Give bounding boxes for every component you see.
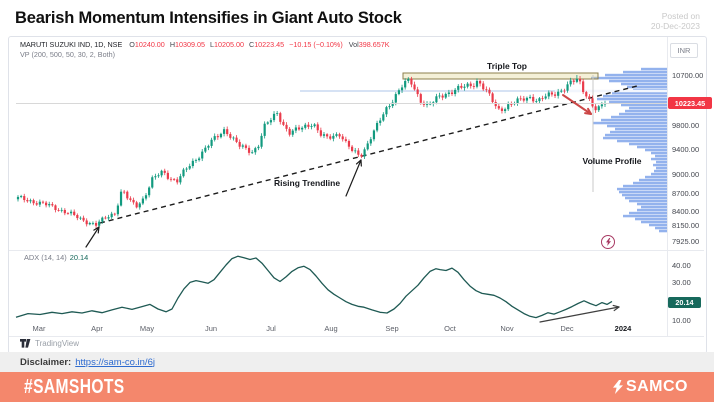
adx-axis-label: 30.00 bbox=[672, 277, 691, 287]
price-axis-label: 9000.00 bbox=[672, 169, 700, 179]
close-value: 10223.45 bbox=[254, 40, 285, 49]
time-axis-label: Aug bbox=[324, 324, 338, 333]
low-label: L bbox=[210, 40, 214, 49]
volume-profile-label: Volume Profile bbox=[582, 156, 642, 166]
close-label: C bbox=[248, 40, 255, 49]
tradingview-logo-icon bbox=[20, 339, 31, 348]
adx-label: ADX (14, 14) bbox=[24, 253, 67, 262]
time-axis-label: May bbox=[139, 324, 155, 333]
open-value: 10240.00 bbox=[134, 40, 165, 49]
triple-top-label: Triple Top bbox=[487, 61, 527, 71]
time-axis-label: Sep bbox=[385, 324, 399, 333]
samco-logo: SAMCO bbox=[612, 378, 688, 396]
time-axis-label: Apr bbox=[91, 324, 103, 333]
volume-label: Vol bbox=[348, 40, 359, 49]
high-label: H bbox=[169, 40, 176, 49]
symbol-info-bar[interactable]: MARUTI SUZUKI IND, 1D, NSE O10240.00 H10… bbox=[20, 40, 390, 49]
last-price-badge: 10223.45 bbox=[668, 97, 712, 109]
samshots-hashtag: #SAMSHOTS bbox=[24, 375, 125, 398]
price-axis-label: 10700.00 bbox=[672, 70, 704, 80]
boost-icon[interactable] bbox=[601, 235, 615, 249]
time-axis-label: Dec bbox=[560, 324, 574, 333]
chart-widget bbox=[8, 36, 707, 354]
brand-bar: #SAMSHOTS SAMCO bbox=[0, 372, 714, 402]
time-axis-label: Nov bbox=[500, 324, 514, 333]
posted-on-line2: 20-Dec-2023 bbox=[650, 21, 700, 31]
price-axis-divider bbox=[667, 37, 668, 336]
volume-value: 398.657K bbox=[358, 40, 390, 49]
price-axis-label: 8400.00 bbox=[672, 206, 700, 216]
tradingview-attribution[interactable]: TradingView bbox=[20, 339, 79, 348]
change-value: −10.15 (−0.10%) bbox=[289, 40, 343, 49]
adx-axis-label: 10.00 bbox=[672, 315, 691, 325]
adx-legend[interactable]: ADX (14, 14) 20.14 bbox=[24, 253, 88, 262]
low-value: 10205.00 bbox=[214, 40, 244, 49]
indicator-settings[interactable]: VP (200, 500, 50, 30, 2, Both) bbox=[20, 50, 115, 59]
open-label: O bbox=[129, 40, 135, 49]
disclaimer-row: Disclaimer: https://sam-co.in/6j bbox=[0, 352, 714, 372]
page-title: Bearish Momentum Intensifies in Giant Au… bbox=[15, 9, 402, 27]
time-axis-label: 2024 bbox=[614, 324, 632, 333]
adx-value: 20.14 bbox=[69, 253, 89, 262]
time-axis-label: Jun bbox=[204, 324, 218, 333]
lightning-icon bbox=[605, 238, 611, 246]
time-axis-label: Mar bbox=[32, 324, 46, 333]
disclaimer-link[interactable]: https://sam-co.in/6j bbox=[75, 356, 155, 368]
time-axis-label: Oct bbox=[444, 324, 456, 333]
rising-trendline-label: Rising Trendline bbox=[273, 178, 341, 188]
high-value: 10309.05 bbox=[175, 40, 205, 49]
pane-divider bbox=[9, 250, 704, 251]
adx-axis-label: 40.00 bbox=[672, 260, 691, 270]
price-axis-label: 9800.00 bbox=[672, 120, 700, 130]
tradingview-label: TradingView bbox=[35, 339, 80, 348]
disclaimer-label: Disclaimer: bbox=[20, 356, 72, 368]
currency-selector[interactable]: INR bbox=[670, 43, 698, 58]
posted-on-line1: Posted on bbox=[661, 11, 700, 21]
price-axis-label: 7925.00 bbox=[672, 236, 700, 246]
price-axis-label: 9400.00 bbox=[672, 144, 700, 154]
posted-on: Posted on 20-Dec-2023 bbox=[651, 11, 700, 31]
adx-value-badge: 20.14 bbox=[668, 297, 701, 308]
time-axis-divider bbox=[9, 336, 704, 337]
price-axis-label: 8150.00 bbox=[672, 220, 700, 230]
samco-mark-icon bbox=[612, 380, 623, 394]
samco-wordmark: SAMCO bbox=[625, 378, 688, 395]
time-axis-label: Jul bbox=[266, 324, 276, 333]
price-axis-label: 8700.00 bbox=[672, 188, 700, 198]
symbol-name: MARUTI SUZUKI IND, 1D, NSE bbox=[20, 40, 123, 49]
